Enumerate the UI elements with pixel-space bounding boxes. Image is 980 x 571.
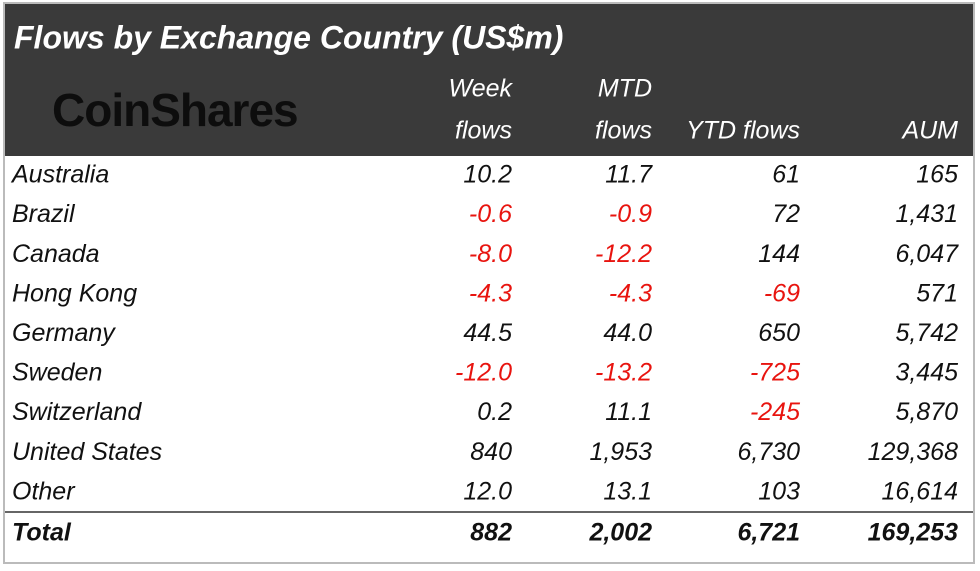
cell: -4.3 <box>609 279 652 307</box>
cell: -12.2 <box>595 240 652 268</box>
row-label: Brazil <box>12 200 76 228</box>
column-header: AUM <box>900 117 958 145</box>
cell: 5,870 <box>895 398 958 426</box>
total-label: Total <box>12 519 72 547</box>
row-label: Germany <box>12 319 116 347</box>
cell: 72 <box>772 200 800 228</box>
cell: 11.1 <box>605 398 652 426</box>
cell: -245 <box>750 398 800 426</box>
cell: -0.6 <box>469 200 512 228</box>
column-header: flows <box>595 117 652 145</box>
row-label: Switzerland <box>12 398 142 426</box>
total-cell: 6,721 <box>737 519 800 547</box>
cell: 144 <box>758 240 800 268</box>
cell: 16,614 <box>882 477 958 505</box>
cell: 11.7 <box>605 161 653 189</box>
cell: 44.5 <box>463 319 512 347</box>
cell: 5,742 <box>895 319 958 347</box>
row-label: Hong Kong <box>12 279 137 307</box>
cell: 103 <box>758 477 800 505</box>
cell: -8.0 <box>469 240 512 268</box>
cell: -12.0 <box>455 359 512 387</box>
header-band <box>5 4 973 156</box>
cell: 840 <box>470 438 512 466</box>
cell: -13.2 <box>595 359 652 387</box>
cell: -69 <box>764 279 800 307</box>
cell: 6,730 <box>737 438 800 466</box>
row-label: United States <box>12 438 162 466</box>
row-label: Other <box>12 477 76 505</box>
cell: -725 <box>750 359 800 387</box>
column-header: YTD flows <box>686 117 800 145</box>
cell: -4.3 <box>469 279 512 307</box>
cell: 13.1 <box>603 477 652 505</box>
cell: 165 <box>916 161 958 189</box>
cell: 61 <box>772 161 800 189</box>
cell: 650 <box>758 319 800 347</box>
row-label: Australia <box>10 161 109 189</box>
title: Flows by Exchange Country (US$m) <box>14 19 563 55</box>
cell: 6,047 <box>895 240 959 268</box>
cell: 571 <box>916 279 958 307</box>
total-cell: 2,002 <box>588 519 652 547</box>
cell: 3,445 <box>895 359 958 387</box>
row-label: Sweden <box>12 359 102 387</box>
cell: 44.0 <box>603 319 652 347</box>
cell: 0.2 <box>477 398 512 426</box>
row-label: Canada <box>12 240 100 268</box>
cell: 129,368 <box>868 438 958 466</box>
total-cell: 169,253 <box>868 519 958 547</box>
column-header: flows <box>455 117 512 145</box>
column-header: Week <box>449 75 514 103</box>
logo: CoinShares <box>52 84 298 136</box>
total-cell: 882 <box>470 519 512 547</box>
cell: 10.2 <box>463 161 512 189</box>
cell: -0.9 <box>609 200 652 228</box>
cell: 1,431 <box>895 200 958 228</box>
column-header: MTD <box>598 75 652 103</box>
cell: 1,953 <box>589 438 652 466</box>
cell: 12.0 <box>463 477 512 505</box>
